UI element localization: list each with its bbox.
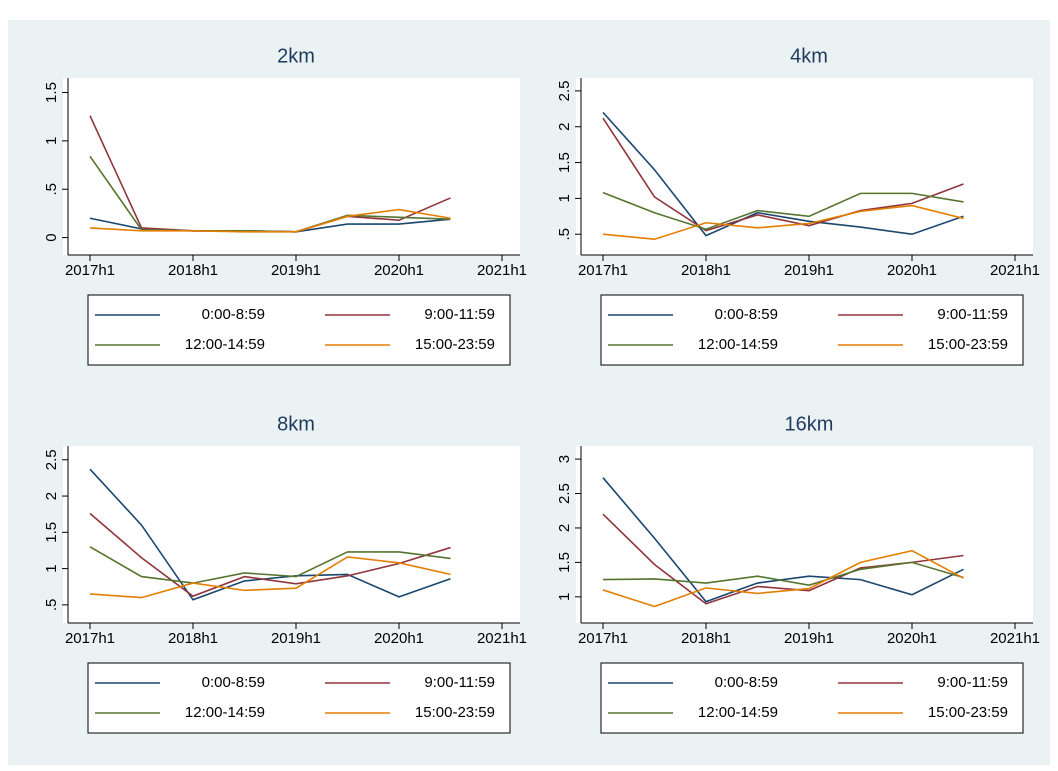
series-line — [602, 549, 964, 608]
legend-label: 15:00-23:59 — [928, 336, 1008, 353]
series-line — [602, 111, 964, 237]
x-tick-label: 2019h1 — [784, 262, 834, 279]
legend-label: 15:00-23:59 — [928, 704, 1008, 721]
y-tick-label: 2.5 — [43, 449, 60, 470]
x-tick-label: 2017h1 — [65, 630, 115, 647]
y-tick-label: 2 — [556, 123, 573, 131]
series-line — [89, 208, 451, 233]
legend-box — [600, 294, 1024, 366]
x-tick-label: 2018h1 — [681, 630, 731, 647]
plot-area — [576, 446, 1033, 623]
y-tick-label: .5 — [43, 599, 60, 612]
x-tick-label: 2020h1 — [887, 630, 937, 647]
legend-label: 0:00-8:59 — [715, 674, 778, 691]
x-tick-label: 2020h1 — [374, 630, 424, 647]
series-line — [89, 546, 451, 584]
series-line — [89, 468, 451, 601]
legend-box — [87, 662, 511, 734]
x-tick-label: 2020h1 — [887, 262, 937, 279]
legend-label: 12:00-14:59 — [698, 704, 778, 721]
x-tick-label: 2020h1 — [374, 262, 424, 279]
x-tick-label: 2018h1 — [168, 630, 218, 647]
x-tick-label: 2017h1 — [65, 262, 115, 279]
series-line — [602, 191, 964, 231]
legend-label: 12:00-14:59 — [698, 336, 778, 353]
x-tick-label: 2018h1 — [681, 262, 731, 279]
y-tick-label: 1 — [556, 593, 573, 601]
legend-label: 15:00-23:59 — [415, 336, 495, 353]
series-line — [602, 477, 964, 603]
y-tick-label: 1 — [556, 194, 573, 202]
series-line — [89, 556, 451, 599]
legend-label: 9:00-11:59 — [424, 674, 495, 691]
x-tick-label: 2019h1 — [784, 630, 834, 647]
legend-label: 15:00-23:59 — [415, 704, 495, 721]
chart-title: 8km — [277, 413, 315, 435]
x-tick-label: 2021h1 — [477, 630, 527, 647]
x-tick-label: 2017h1 — [578, 262, 628, 279]
y-tick-label: 1.5 — [556, 152, 573, 173]
y-tick-label: 1.5 — [556, 552, 573, 573]
legend-label: 0:00-8:59 — [202, 306, 265, 323]
y-tick-label: 2 — [43, 492, 60, 500]
x-tick-label: 2017h1 — [578, 630, 628, 647]
series-line — [602, 204, 964, 241]
y-tick-label: 2.5 — [556, 80, 573, 101]
chart-title: 2km — [277, 45, 315, 67]
x-tick-label: 2019h1 — [271, 262, 321, 279]
y-tick-label: 2.5 — [556, 483, 573, 504]
plot-area — [63, 78, 520, 255]
chart-title: 4km — [790, 45, 828, 67]
y-tick-label: .5 — [43, 183, 60, 196]
y-tick-label: 1 — [43, 564, 60, 572]
legend-box — [600, 662, 1024, 734]
x-tick-label: 2021h1 — [990, 630, 1040, 647]
y-tick-label: 0 — [43, 233, 60, 241]
legend-label: 0:00-8:59 — [202, 674, 265, 691]
x-tick-label: 2019h1 — [271, 630, 321, 647]
series-line — [89, 512, 451, 598]
y-tick-label: 2 — [556, 524, 573, 532]
y-tick-label: 1.5 — [43, 82, 60, 103]
legend-label: 12:00-14:59 — [185, 336, 265, 353]
x-tick-label: 2021h1 — [990, 262, 1040, 279]
y-tick-label: 1 — [43, 137, 60, 145]
plot-area — [576, 78, 1033, 255]
y-tick-label: .5 — [556, 228, 573, 241]
x-tick-label: 2018h1 — [168, 262, 218, 279]
plot-area — [63, 446, 520, 623]
y-tick-label: 1.5 — [43, 522, 60, 543]
y-tick-label: 3 — [556, 455, 573, 463]
legend-label: 9:00-11:59 — [937, 306, 1008, 323]
chart-title: 16km — [785, 413, 834, 435]
legend-label: 0:00-8:59 — [715, 306, 778, 323]
series-line — [602, 561, 964, 586]
series-line — [602, 117, 964, 232]
x-tick-label: 2021h1 — [477, 262, 527, 279]
legend-label: 12:00-14:59 — [185, 704, 265, 721]
legend-label: 9:00-11:59 — [937, 674, 1008, 691]
legend-label: 9:00-11:59 — [424, 306, 495, 323]
legend-box — [87, 294, 511, 366]
